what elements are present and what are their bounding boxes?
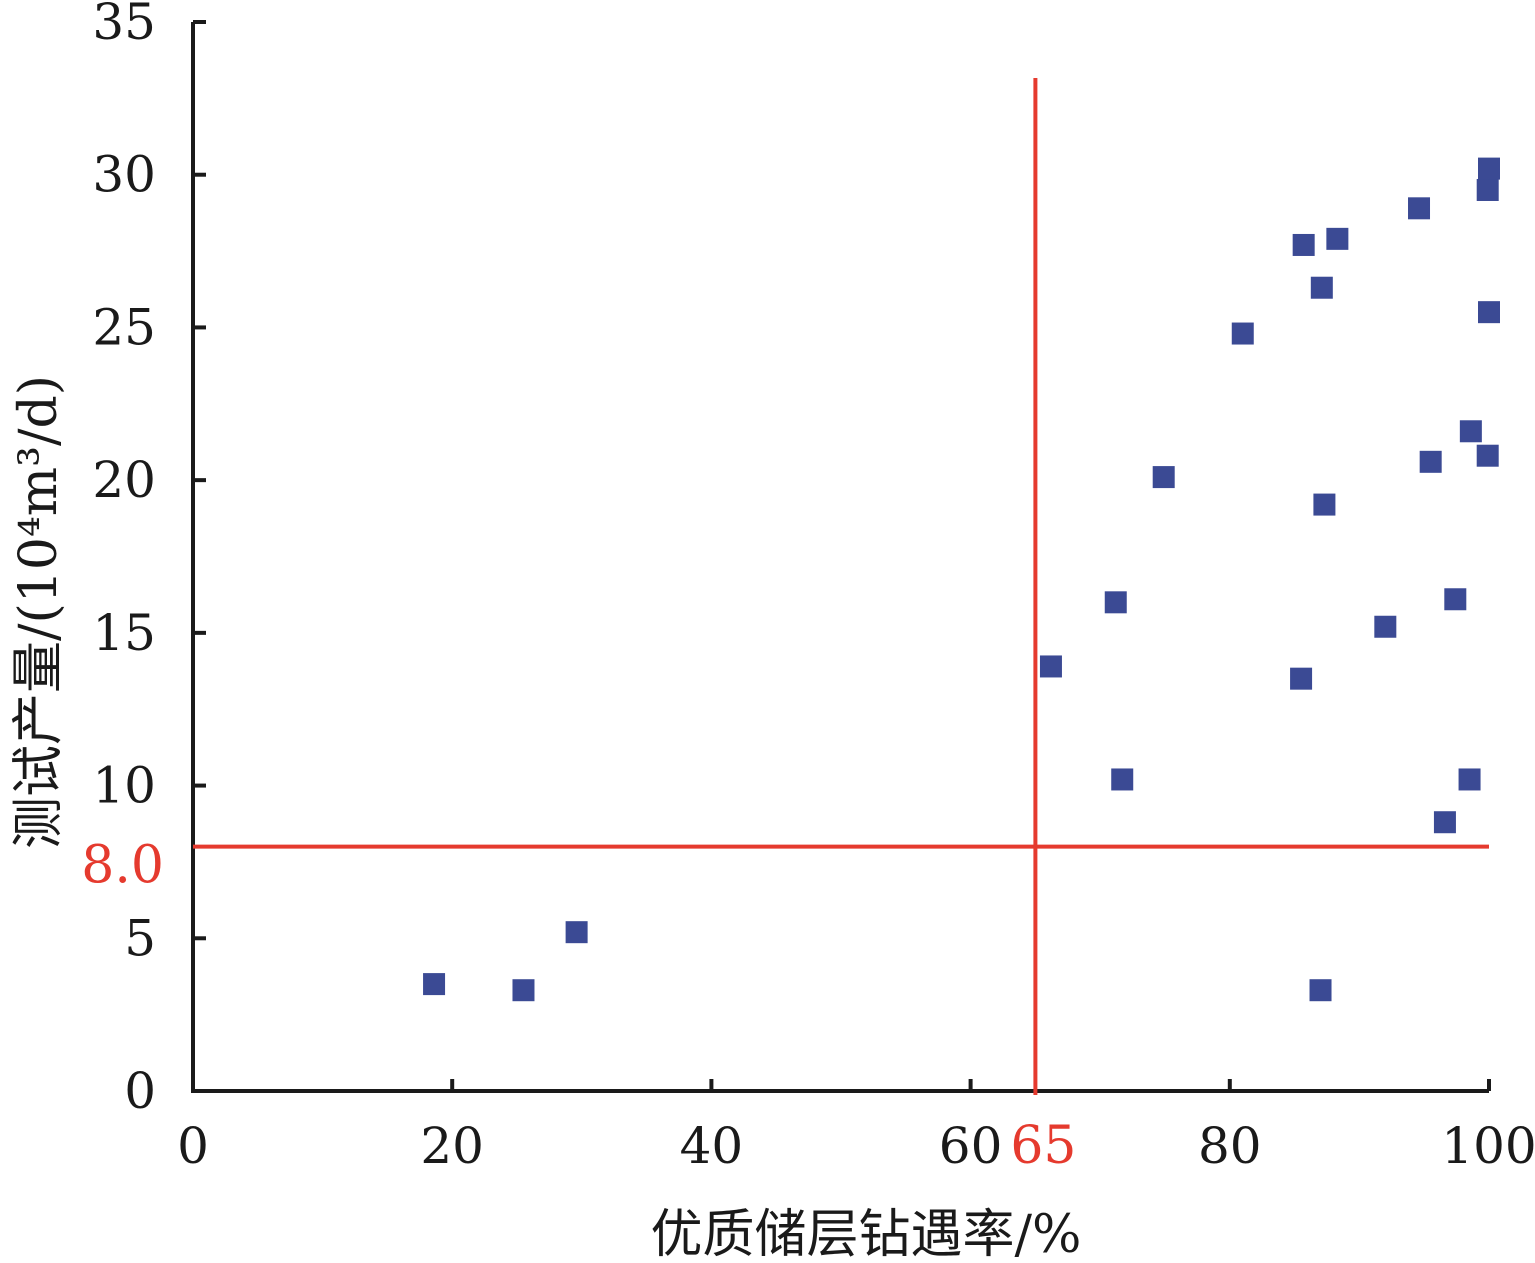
x-tick-label: 20 [420,1117,484,1175]
data-point [1433,811,1456,834]
reference-lines: 658.0 [81,78,1489,1176]
y-tick-label: 10 [92,757,156,815]
data-point [1292,233,1315,256]
y-tick-label: 35 [92,0,156,51]
data-point [423,973,446,996]
y-tick-label: 20 [92,451,156,509]
data-point [1419,450,1442,473]
data-point [1444,588,1467,611]
data-point [1104,591,1127,614]
data-point [1458,768,1481,791]
y-tick-label: 0 [124,1062,156,1120]
threshold-label-y: 8.0 [81,836,164,896]
x-tick-label: 0 [177,1117,209,1175]
data-point [1290,667,1313,690]
y-tick-label: 5 [124,909,156,967]
data-point [1152,466,1175,489]
data-point [1478,301,1500,324]
y-tick-label: 15 [92,604,156,662]
data-point [1459,420,1482,443]
data-point [1111,768,1134,791]
data-point [1476,178,1499,201]
data-point [1326,227,1349,250]
x-tick-label: 100 [1441,1117,1535,1175]
axes: 0 20 40 60 80 100 0 5 10 15 20 25 30 35 [92,0,1535,1175]
y-tick-label: 25 [92,298,156,356]
data-point [1231,322,1254,345]
data-point [1310,276,1333,299]
y-tick-label: 30 [92,146,156,204]
data-point [1478,157,1500,180]
data-point [1039,655,1062,678]
data-point [1408,197,1431,220]
data-point [565,921,588,944]
data-point [1476,444,1499,467]
data-point [1309,979,1332,1002]
x-tick-label: 60 [939,1117,1003,1175]
y-axis-title: 测试产量/(10⁴m³/d) [9,375,69,849]
x-tick-label: 80 [1198,1117,1262,1175]
data-points [423,157,1500,1002]
data-point [1374,615,1397,638]
data-point [1313,493,1336,516]
x-axis-title: 优质储层钻遇率/% [651,1205,1082,1263]
x-tick-label: 40 [680,1117,744,1175]
threshold-label-x: 65 [1010,1116,1076,1176]
data-point [512,979,535,1002]
